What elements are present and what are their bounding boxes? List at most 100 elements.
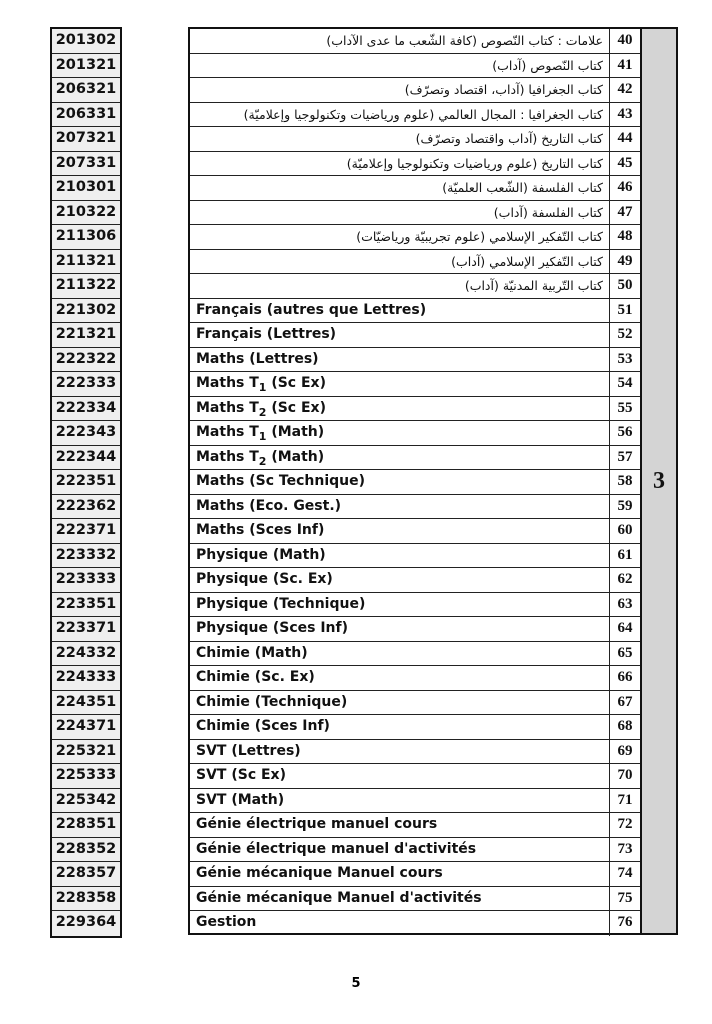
number-cell: 58	[609, 470, 640, 494]
table-row: كتاب الجغرافيا : المجال العالمي (علوم ور…	[190, 102, 640, 127]
title-cell: Français (Lettres)	[196, 326, 337, 342]
table-row: SVT (Sc Ex) 70	[190, 764, 640, 789]
table-row: Physique (Technique) 63	[190, 592, 640, 617]
table-row: كتاب الجغرافيا (آداب، اقتصاد وتصرّف) 42	[190, 78, 640, 103]
title-prefix: Maths T	[196, 448, 259, 465]
number-cell: 40	[609, 29, 640, 53]
title-cell: Physique (Technique)	[196, 595, 366, 612]
code-cell: 222334	[52, 396, 120, 421]
number-cell: 51	[609, 298, 640, 322]
code-cell: 211306	[52, 225, 120, 250]
title-prefix: Maths T	[196, 375, 259, 391]
title-cell: Français (autres que Lettres)	[196, 301, 427, 318]
code-cell: 225321	[52, 739, 120, 764]
title-cell: Maths (Sc Technique)	[196, 473, 365, 489]
table-row: SVT (Lettres) 69	[190, 739, 640, 764]
number-cell: 61	[609, 543, 640, 567]
table-row: كتاب التّفكير الإسلامي (علوم تجريبيّة ور…	[190, 225, 640, 250]
code-cell: 210301	[52, 176, 120, 201]
title-cell: كتاب الجغرافيا : المجال العالمي (علوم ور…	[243, 106, 603, 122]
number-cell: 66	[609, 666, 640, 690]
table-row: Chimie (Technique) 67	[190, 690, 640, 715]
number-cell: 53	[609, 347, 640, 371]
table-row: Chimie (Sc. Ex) 66	[190, 666, 640, 691]
number-cell: 49	[609, 249, 640, 273]
title-cell: Chimie (Math)	[196, 644, 308, 661]
code-cell: 223332	[52, 543, 120, 568]
title-cell: Maths T1 (Math)	[190, 421, 609, 445]
code-cell: 222333	[52, 372, 120, 397]
table-row: Maths T1 (Math) 56	[190, 421, 640, 446]
title-subscript: 2	[258, 454, 267, 468]
code-cell: 210322	[52, 200, 120, 225]
code-cell: 224332	[52, 641, 120, 666]
number-cell: 72	[609, 813, 640, 837]
number-cell: 42	[609, 78, 640, 102]
number-cell: 56	[609, 421, 640, 445]
number-cell: 68	[609, 715, 640, 739]
title-cell: Chimie (Sces Inf)	[196, 718, 330, 734]
title-cell: Maths T2 (Math)	[190, 446, 609, 470]
title-cell: كتاب الفلسفة (آداب)	[493, 204, 603, 220]
table-row: Génie électrique manuel cours 72	[190, 813, 640, 838]
title-cell: SVT (Sc Ex)	[196, 767, 286, 783]
title-cell: كتاب التاريخ (آداب واقتصاد وتصرّف)	[415, 131, 603, 146]
title-cell: SVT (Math)	[196, 791, 285, 808]
table-row: Génie mécanique Manuel d'activités 75	[190, 886, 640, 911]
number-cell: 52	[609, 323, 640, 347]
title-cell: كتاب الجغرافيا (آداب، اقتصاد وتصرّف)	[404, 82, 603, 97]
code-cell: 222322	[52, 347, 120, 372]
title-suffix: (Math)	[266, 424, 325, 440]
code-cell: 228352	[52, 837, 120, 862]
code-cell: 224351	[52, 690, 120, 715]
code-cell: 221302	[52, 298, 120, 323]
number-cell: 41	[609, 53, 640, 77]
code-cell: 224371	[52, 715, 120, 740]
code-cell: 223371	[52, 617, 120, 642]
page-number: 5	[351, 976, 361, 991]
number-cell: 55	[609, 396, 640, 420]
title-cell: Génie mécanique Manuel d'activités	[196, 889, 482, 906]
table-row: SVT (Math) 71	[190, 788, 640, 813]
code-cell: 221321	[52, 323, 120, 348]
title-suffix: (Sc Ex)	[266, 399, 326, 416]
number-cell: 59	[609, 494, 640, 518]
table-row: Maths (Sces Inf) 60	[190, 519, 640, 544]
table-row: كتاب التاريخ (علوم ورياضيات وتكنولوجيا و…	[190, 151, 640, 176]
number-cell: 50	[609, 274, 640, 298]
table-row: Génie mécanique Manuel cours 74	[190, 862, 640, 887]
title-cell: Physique (Math)	[196, 546, 326, 563]
title-subscript: 1	[258, 380, 267, 394]
title-cell: Chimie (Technique)	[196, 693, 348, 710]
number-cell: 73	[609, 837, 640, 861]
title-cell: علامات : كتاب النّصوص (كافة الشّعب ما عد…	[326, 33, 603, 48]
table-row: Physique (Sces Inf) 64	[190, 617, 640, 642]
title-cell: Maths T1 (Sc Ex)	[190, 372, 609, 396]
number-cell: 57	[609, 445, 640, 469]
number-cell: 54	[609, 372, 640, 396]
table-row: كتاب الفلسفة (الشّعب العلميّة) 46	[190, 176, 640, 201]
code-cell: 207321	[52, 127, 120, 152]
table-row: Maths (Lettres) 53	[190, 347, 640, 372]
number-cell: 48	[609, 225, 640, 249]
table-row: Français (autres que Lettres) 51	[190, 298, 640, 323]
number-cell: 47	[609, 200, 640, 224]
title-cell: Maths (Eco. Gest.)	[196, 497, 342, 514]
code-cell: 222371	[52, 519, 120, 544]
title-cell: Gestion	[196, 914, 257, 930]
number-cell: 70	[609, 764, 640, 788]
title-cell: كتاب التّفكير الإسلامي (آداب)	[451, 253, 603, 269]
title-cell: Maths (Lettres)	[196, 350, 319, 367]
number-cell: 67	[609, 690, 640, 714]
table-row: كتاب التاريخ (آداب واقتصاد وتصرّف) 44	[190, 127, 640, 152]
title-cell: Physique (Sc. Ex)	[196, 571, 333, 587]
code-cell: 211322	[52, 274, 120, 299]
number-cell: 69	[609, 739, 640, 763]
table-row: Maths T2 (Sc Ex) 55	[190, 396, 640, 421]
title-suffix: (Sc Ex)	[266, 375, 326, 391]
code-cell: 223351	[52, 592, 120, 617]
table-row: كتاب التّربية المدنيّة (آداب) 50	[190, 274, 640, 299]
code-cell: 228357	[52, 862, 120, 887]
number-cell: 65	[609, 641, 640, 665]
title-subscript: 2	[258, 405, 267, 419]
